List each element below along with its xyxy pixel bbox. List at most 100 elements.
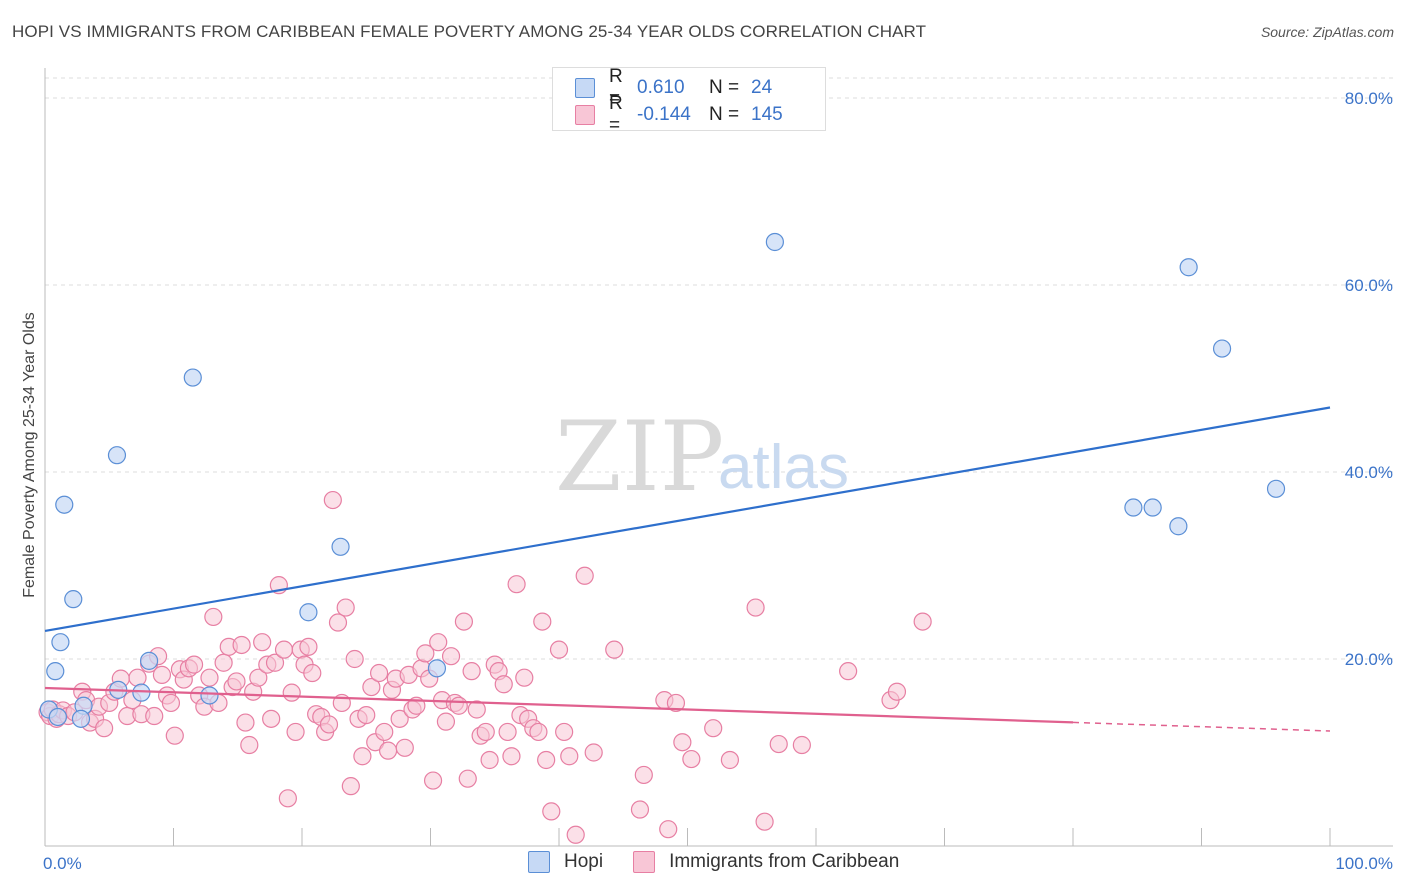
caribbean-point xyxy=(441,647,461,666)
hopi-point xyxy=(1124,498,1143,517)
caribbean-point xyxy=(232,635,251,655)
caribbean-point xyxy=(436,712,456,731)
watermark-zip: ZIP xyxy=(555,401,724,513)
caribbean-point xyxy=(549,640,569,659)
caribbean-point xyxy=(128,668,147,687)
caribbean-point xyxy=(328,613,348,632)
caribbean-point xyxy=(634,765,653,785)
r-label: R = xyxy=(609,66,623,109)
caribbean-point xyxy=(720,750,740,770)
r-value: -0.144 xyxy=(637,104,691,125)
r-value: 0.610 xyxy=(637,77,685,98)
legend-label-hopi: Hopi xyxy=(564,851,604,872)
caribbean-point xyxy=(278,789,297,808)
hopi-point xyxy=(427,659,447,678)
caribbean-swatch xyxy=(575,105,595,125)
legend-label-caribbean: Immigrants from Caribbean xyxy=(669,851,900,872)
caribbean-point xyxy=(458,769,477,788)
legend-row-hopi: R = 0.610 N = 24 xyxy=(575,66,772,109)
hopi-point xyxy=(200,686,219,705)
hopi-point xyxy=(48,707,67,727)
caribbean-point xyxy=(529,722,548,742)
y-tick-label: 40.0% xyxy=(1345,463,1393,482)
hopi-point xyxy=(331,537,350,556)
caribbean-point xyxy=(236,713,255,732)
caribbean-point xyxy=(357,705,376,725)
caribbean-point xyxy=(887,682,907,701)
caribbean-point xyxy=(152,665,172,684)
caribbean-point xyxy=(575,566,594,585)
caribbean-point xyxy=(462,662,481,681)
caribbean-point xyxy=(390,709,409,728)
source-credit: Source: ZipAtlas.com xyxy=(1260,24,1394,40)
caribbean-legend-swatch xyxy=(633,851,656,873)
caribbean-point xyxy=(227,672,246,691)
legend-item-caribbean: Immigrants from Caribbean xyxy=(633,851,899,873)
n-value: 145 xyxy=(751,104,783,125)
caribbean-point xyxy=(498,722,517,742)
caribbean-point xyxy=(533,612,552,631)
y-tick-label: 80.0% xyxy=(1345,89,1393,108)
hopi-point xyxy=(51,633,70,652)
caribbean-point xyxy=(303,663,322,683)
hopi-point xyxy=(1143,498,1162,517)
caribbean-point xyxy=(449,696,468,715)
grid-lines xyxy=(45,77,1393,660)
hopi-point xyxy=(139,651,159,670)
hopi-point xyxy=(46,662,65,681)
caribbean-point xyxy=(214,653,233,672)
caribbean-point xyxy=(666,693,686,713)
n-label: N = xyxy=(709,104,740,125)
y-axis-label: Female Poverty Among 25-34 Year Olds xyxy=(21,312,38,598)
hopi-point xyxy=(71,709,91,728)
caribbean-point xyxy=(755,812,774,831)
caribbean-point xyxy=(362,677,381,697)
caribbean-point xyxy=(682,749,701,769)
caribbean-point xyxy=(145,706,164,726)
hopi-point xyxy=(132,683,151,702)
caribbean-point xyxy=(429,633,448,652)
hopi-point xyxy=(765,232,784,252)
caribbean-point xyxy=(537,750,556,770)
caribbean-point xyxy=(476,722,495,742)
caribbean-point xyxy=(253,633,272,652)
caribbean-point xyxy=(249,668,268,687)
caribbean-point xyxy=(515,668,534,687)
hopi-legend-swatch xyxy=(528,851,550,873)
hopi-point xyxy=(1179,258,1198,277)
caribbean-point xyxy=(395,738,414,757)
caribbean-point xyxy=(378,741,398,760)
caribbean-point xyxy=(454,612,474,631)
caribbean-point xyxy=(265,653,285,672)
stats-legend: R = 0.610 N = 24 R = -0.144 N = 145 xyxy=(552,66,826,136)
caribbean-point xyxy=(494,675,513,694)
y-tick-label: 60.0% xyxy=(1345,276,1393,295)
hopi-point xyxy=(183,368,202,387)
x-tick-label: 0.0% xyxy=(43,854,82,873)
caribbean-point xyxy=(319,715,339,734)
watermark: ZIP atlas xyxy=(555,401,849,513)
caribbean-point xyxy=(507,575,526,594)
caribbean-point xyxy=(274,640,294,659)
series-legend: Hopi Immigrants from Caribbean xyxy=(528,851,929,873)
caribbean-point xyxy=(630,800,650,819)
watermark-atlas: atlas xyxy=(718,433,849,502)
caribbean-point xyxy=(566,825,585,844)
caribbean-point xyxy=(286,722,305,742)
r-label: R = xyxy=(609,93,623,136)
axes: 20.0% 40.0% 60.0% 80.0% 0.0% 100.0% xyxy=(43,68,1393,873)
caribbean-point xyxy=(204,607,223,627)
hopi-point xyxy=(55,495,74,514)
caribbean-point xyxy=(746,598,765,617)
caribbean-point xyxy=(560,747,579,766)
caribbean-point xyxy=(704,719,723,738)
caribbean-point xyxy=(467,700,486,719)
caribbean-point xyxy=(240,735,259,755)
caribbean-point xyxy=(542,802,561,821)
caribbean-point xyxy=(416,644,435,663)
caribbean-point xyxy=(605,640,624,659)
y-tick-label: 20.0% xyxy=(1345,650,1393,669)
caribbean-point xyxy=(913,612,932,631)
caribbean-point xyxy=(839,662,858,681)
